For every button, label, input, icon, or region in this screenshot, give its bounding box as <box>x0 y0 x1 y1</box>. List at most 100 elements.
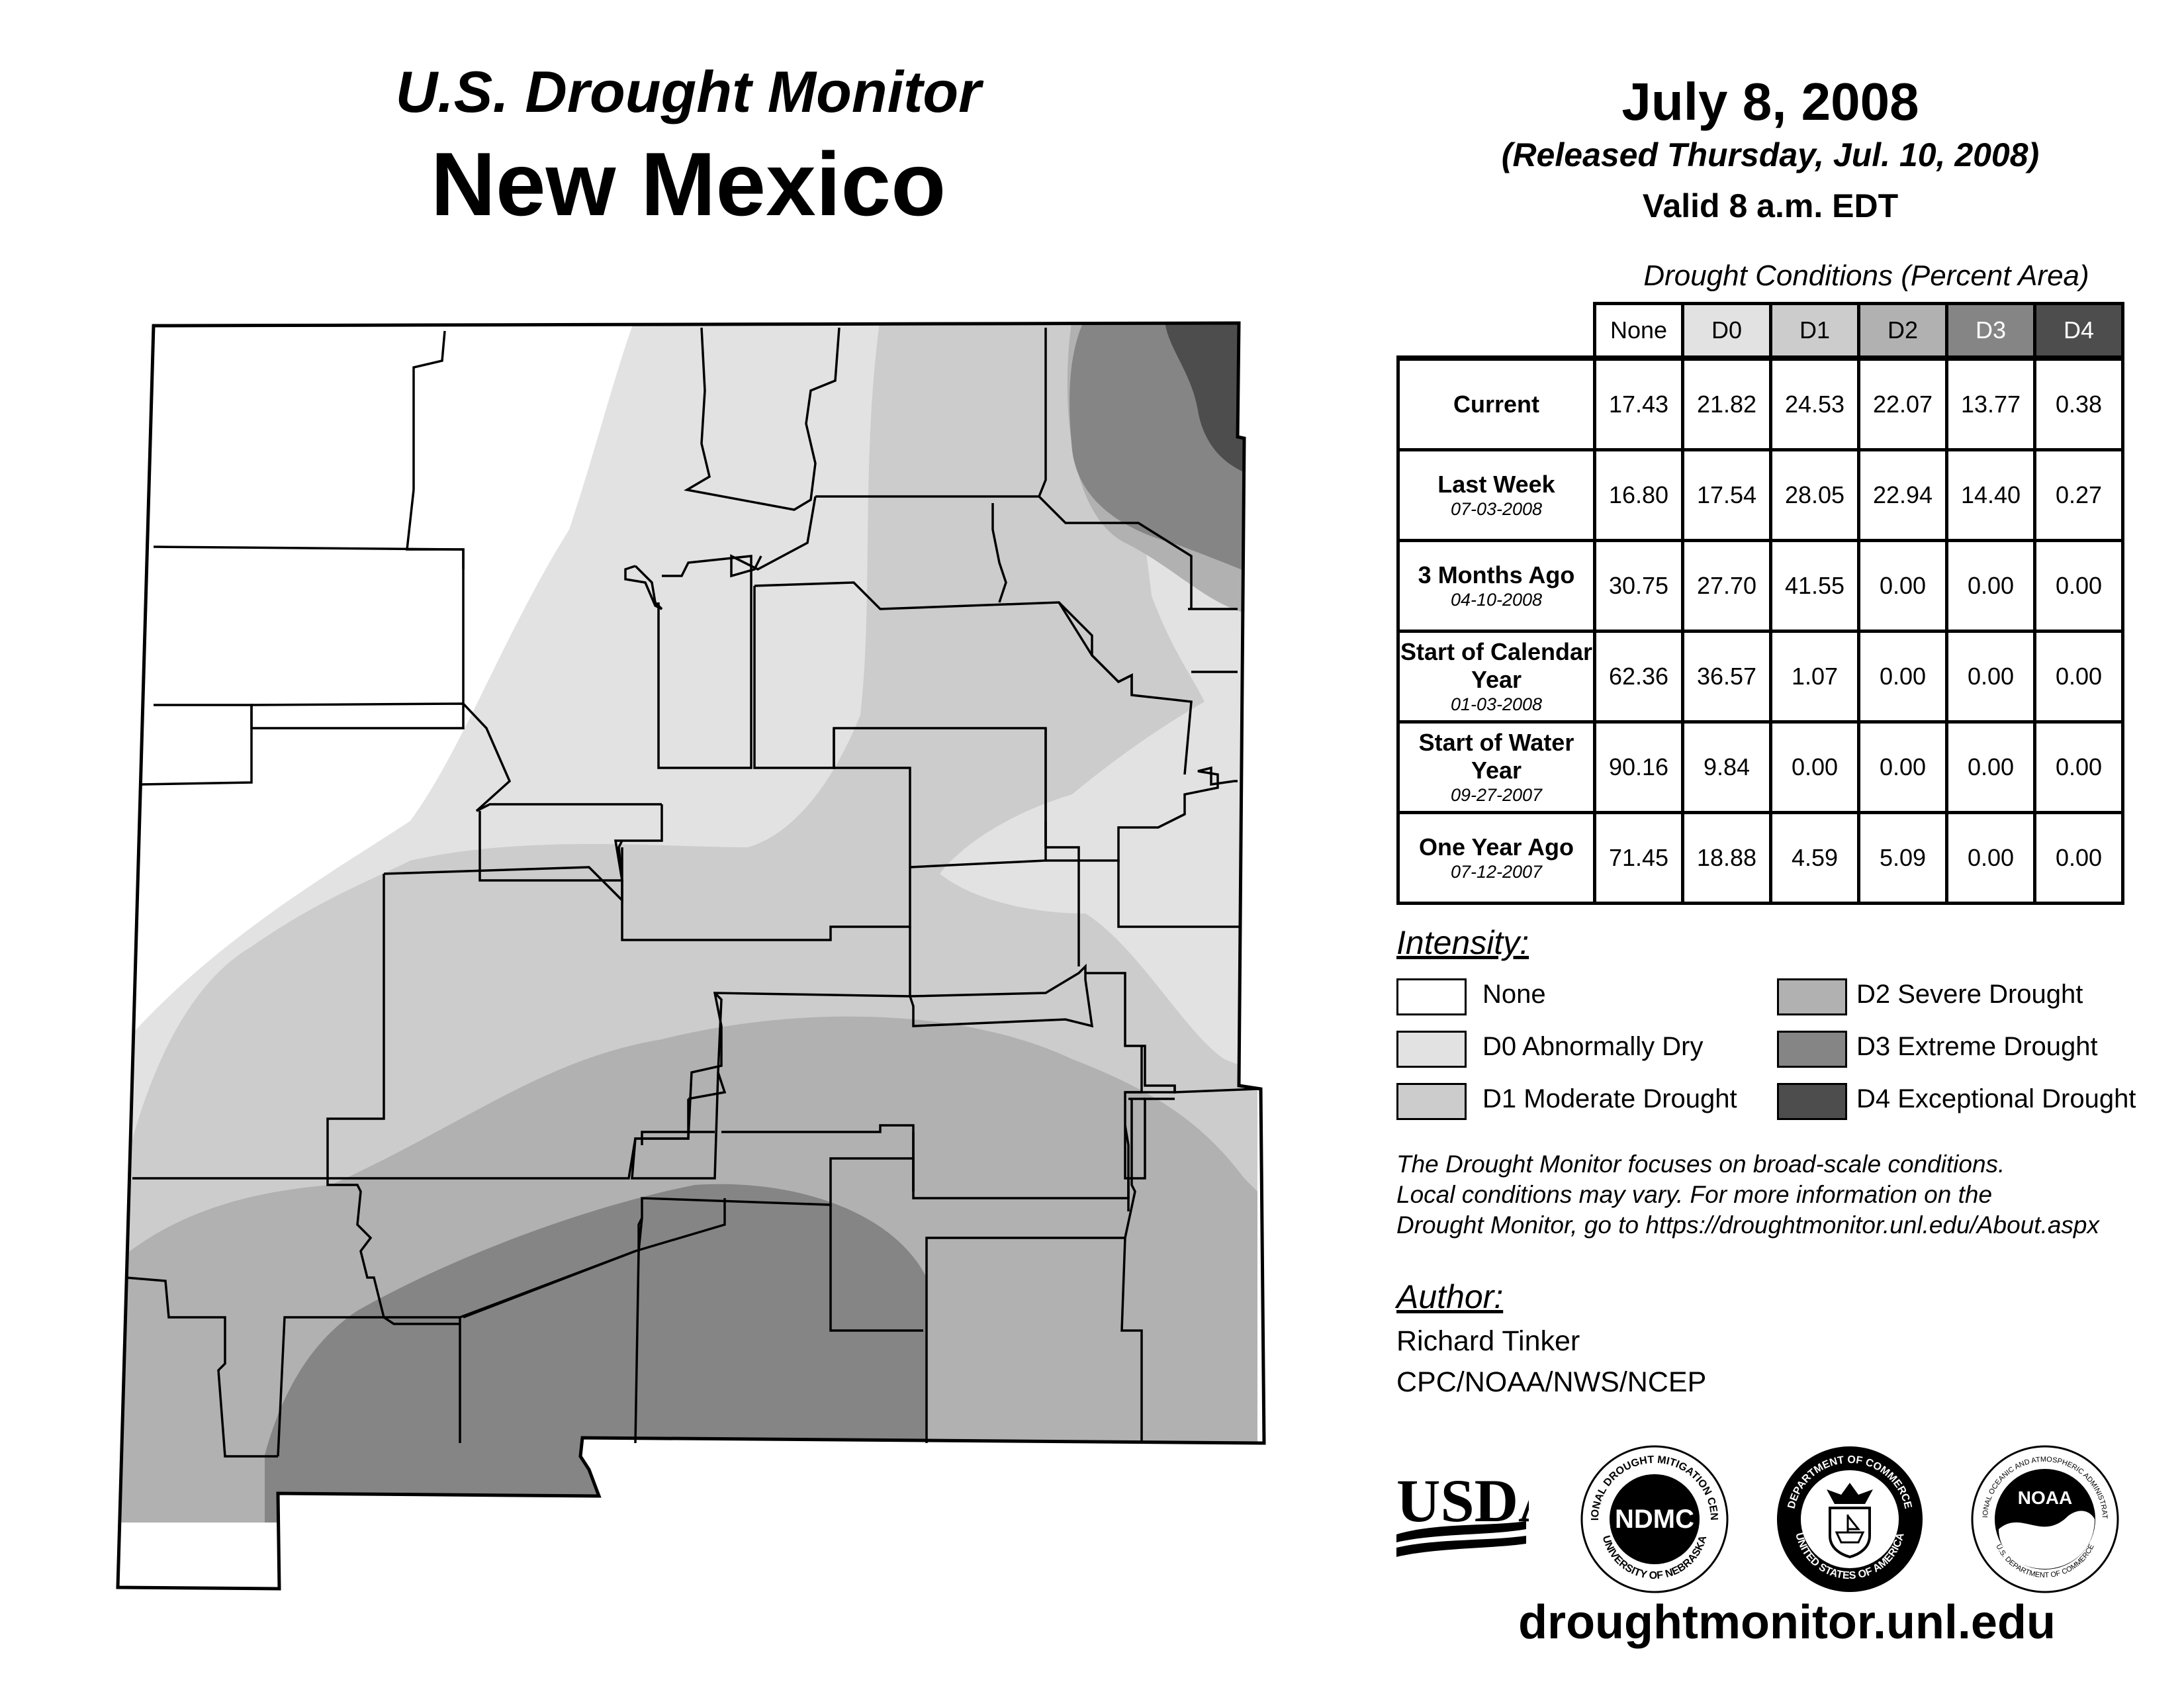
noaa-logo: NATIONAL OCEANIC AND ATMOSPHERIC ADMINIS… <box>1969 1443 2119 1593</box>
legend-heading: Intensity: <box>1396 924 1529 961</box>
region-title: New Mexico <box>430 134 946 234</box>
row-label-text: Start of Calendar Year <box>1400 638 1593 693</box>
row-label-text: Last Week <box>1437 471 1555 498</box>
legend-label-d1: D1 Moderate Drought <box>1482 1084 1737 1113</box>
table-cell: 0.00 <box>1857 539 1948 633</box>
row-date: 09-27-2007 <box>1450 785 1543 805</box>
table-cell: 21.82 <box>1681 355 1772 451</box>
table-cell: 0.27 <box>2033 448 2124 542</box>
table-row: Start of Water Year 09-27-2007 90.16 9.84… <box>1396 720 2124 814</box>
table-cell: 17.43 <box>1593 355 1684 451</box>
legend-label-d2: D2 Severe Drought <box>1856 980 2083 1009</box>
author-name: Richard Tinker <box>1396 1325 1580 1357</box>
table-cell: 0.00 <box>2033 539 2124 633</box>
footer-url[interactable]: droughtmonitor.unl.edu <box>1518 1596 2056 1649</box>
table-cell: 24.53 <box>1769 355 1860 451</box>
table-cell: 0.00 <box>2033 720 2124 814</box>
row-label: Last Week 07-03-2008 <box>1396 448 1596 542</box>
row-label-text: Current <box>1453 391 1539 418</box>
legend-swatch-d2 <box>1777 978 1847 1015</box>
table-cell: 9.84 <box>1681 720 1772 814</box>
table-cell: 0.00 <box>1945 630 2036 724</box>
table-cell: 71.45 <box>1593 811 1684 905</box>
table-cell: 0.38 <box>2033 355 2124 451</box>
table-cell: 0.00 <box>1857 720 1948 814</box>
table-cell: 0.00 <box>2033 811 2124 905</box>
legend-swatch-d0 <box>1396 1031 1467 1068</box>
table-row: 3 Months Ago 04-10-2008 30.75 27.70 41.55… <box>1396 539 2124 633</box>
usda-logo: USDA <box>1396 1467 1529 1557</box>
row-label: 3 Months Ago 04-10-2008 <box>1396 539 1596 633</box>
note-line-2: Local conditions may vary. For more info… <box>1396 1181 1993 1208</box>
row-date: 07-03-2008 <box>1450 499 1543 519</box>
col-header-d3: D3 <box>1945 302 2036 360</box>
legend-label-d3: D3 Extreme Drought <box>1856 1032 2098 1061</box>
col-header-none: None <box>1593 302 1684 360</box>
release-date: (Released Thursday, Jul. 10, 2008) <box>1501 136 2040 173</box>
legend-label-d4: D4 Exceptional Drought <box>1856 1084 2136 1113</box>
legend-swatch-none <box>1396 978 1467 1015</box>
col-header-d4: D4 <box>2033 302 2124 360</box>
legend-swatch-d3 <box>1777 1031 1847 1068</box>
table-cell: 1.07 <box>1769 630 1860 724</box>
table-row: Current 17.43 21.82 24.53 22.07 13.77 0.… <box>1396 355 2124 451</box>
area-d4 <box>1165 323 1257 477</box>
row-date: 04-10-2008 <box>1450 590 1543 610</box>
row-label: One Year Ago 07-12-2007 <box>1396 811 1596 905</box>
table-cell: 30.75 <box>1593 539 1684 633</box>
table-cell: 41.55 <box>1769 539 1860 633</box>
author-org: CPC/NOAA/NWS/NCEP <box>1396 1366 1707 1398</box>
drought-conditions-table: None D0 D1 D2 D3 D4 Current 17.43 21.82 … <box>1396 302 2124 905</box>
col-header-d0: D0 <box>1681 302 1772 360</box>
eagle-icon <box>1827 1483 1873 1504</box>
row-label-text: Start of Water Year <box>1418 729 1574 784</box>
ndmc-logo: NATIONAL DROUGHT MITIGATION CENTER UNIVE… <box>1578 1443 1729 1593</box>
row-date: 07-12-2007 <box>1450 862 1543 882</box>
table-cell: 0.00 <box>2033 630 2124 724</box>
drought-areas <box>118 323 1264 1589</box>
legend-swatch-d1 <box>1396 1083 1467 1120</box>
table-cell: 0.00 <box>1945 811 2036 905</box>
noaa-logo-text: NOAA <box>2018 1487 2072 1508</box>
table-cell: 62.36 <box>1593 630 1684 724</box>
col-header-d2: D2 <box>1857 302 1948 360</box>
table-cell: 4.59 <box>1769 811 1860 905</box>
table-header-row: None D0 D1 D2 D3 D4 <box>1398 302 2124 360</box>
legend-label-d0: D0 Abnormally Dry <box>1482 1032 1704 1061</box>
area-d3 <box>251 323 1257 1523</box>
table-row: One Year Ago 07-12-2007 71.45 18.88 4.59 … <box>1396 811 2124 905</box>
row-label: Current <box>1396 355 1596 451</box>
table-cell: 27.70 <box>1681 539 1772 633</box>
table-cell: 14.40 <box>1945 448 2036 542</box>
table-cell: 90.16 <box>1593 720 1684 814</box>
table-corner <box>1398 304 1595 359</box>
table-cell: 28.05 <box>1769 448 1860 542</box>
row-date: 01-03-2008 <box>1450 694 1543 714</box>
table-row: Last Week 07-03-2008 16.80 17.54 28.05 22… <box>1396 448 2124 542</box>
table-cell: 0.00 <box>1945 720 2036 814</box>
valid-time: Valid 8 a.m. EDT <box>1642 187 1899 224</box>
county-boundaries <box>125 327 1258 1458</box>
row-label-text: 3 Months Ago <box>1418 561 1575 588</box>
table-cell: 0.00 <box>1769 720 1860 814</box>
table-cell: 0.00 <box>1945 539 2036 633</box>
legend-swatch-d4 <box>1777 1083 1847 1120</box>
doc-seal-logo: DEPARTMENT OF COMMERCE UNITED STATES OF … <box>1777 1446 1923 1592</box>
table-caption: Drought Conditions (Percent Area) <box>1643 259 2089 292</box>
table-cell: 5.09 <box>1857 811 1948 905</box>
table-cell: 13.77 <box>1945 355 2036 451</box>
table-row: Start of Calendar Year 01-03-2008 62.36 3… <box>1396 630 2124 724</box>
area-d2 <box>118 323 1257 1523</box>
row-label: Start of Calendar Year 01-03-2008 <box>1396 630 1596 724</box>
note-line-3: Drought Monitor, go to https://droughtmo… <box>1396 1211 2099 1239</box>
row-label-text: One Year Ago <box>1418 833 1574 861</box>
noaa-bird-icon <box>1999 1511 2095 1569</box>
state-outline <box>116 321 1266 1591</box>
table-cell: 18.88 <box>1681 811 1772 905</box>
monitor-title: U.S. Drought Monitor <box>395 59 981 124</box>
ndmc-logo-text: NDMC <box>1615 1505 1694 1534</box>
author-heading: Author: <box>1396 1278 1504 1315</box>
table-cell: 16.80 <box>1593 448 1684 542</box>
col-header-d1: D1 <box>1769 302 1860 360</box>
